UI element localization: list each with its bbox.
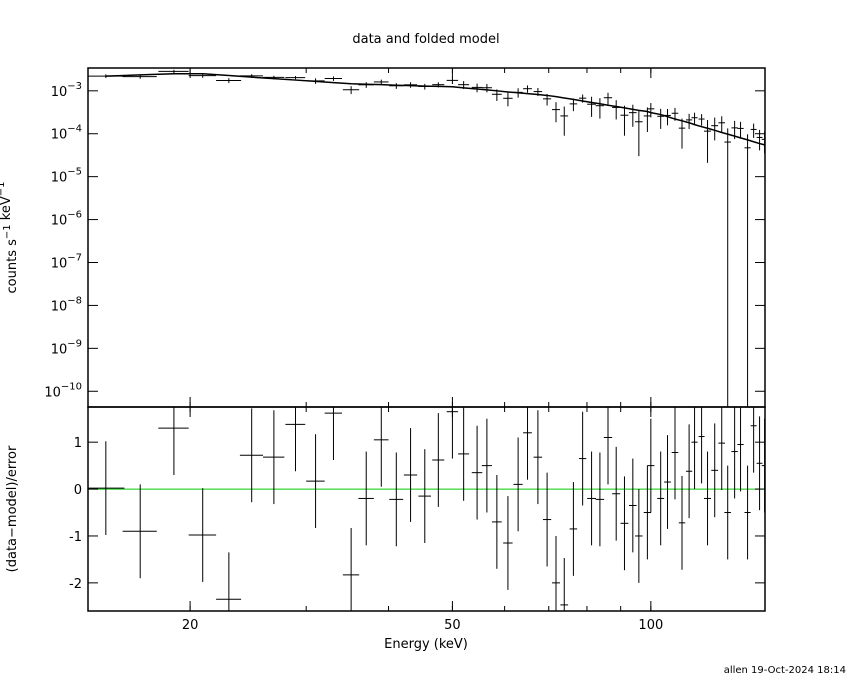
y-axis-label: counts s−1 keV−1	[0, 182, 20, 294]
y-tick-base: 10	[51, 299, 68, 314]
y-tick-exponent: −8	[67, 295, 82, 306]
y-tick-base: 10	[51, 128, 68, 143]
y-tick-exponent: −10	[61, 381, 82, 392]
y-tick-base: 10	[51, 214, 68, 229]
y-tick-label: 10−3	[51, 81, 82, 100]
y-axis-label-sup: −1	[0, 182, 7, 197]
y-tick-label: 0	[74, 483, 82, 498]
y-tick-exponent: −5	[67, 167, 82, 178]
panel-frame	[87, 406, 766, 612]
x-tick-label: 20	[182, 618, 199, 633]
y-axis-label: (data−model)/error	[5, 445, 20, 572]
y-tick-base: 10	[51, 342, 68, 357]
y-tick-label: 10−9	[51, 338, 82, 357]
y-tick-label: 10−6	[51, 210, 82, 229]
y-axis-label-sup: −1	[2, 224, 13, 239]
y-tick-exponent: −9	[67, 338, 82, 349]
y-axis-label-part: counts s	[5, 239, 20, 294]
x-tick-label: 100	[638, 618, 663, 633]
y-axis-label-part: keV	[0, 196, 14, 224]
y-tick-base: 10	[44, 385, 61, 400]
x-axis-label: Energy (keV)	[384, 637, 468, 652]
y-tick-exponent: −4	[67, 124, 82, 135]
y-tick-label: 10−10	[44, 381, 82, 400]
plot-area	[88, 407, 765, 611]
y-tick-exponent: −7	[67, 253, 82, 264]
y-tick-label: -1	[69, 530, 82, 545]
panel-frame	[87, 67, 766, 408]
y-tick-label: 10−8	[51, 295, 82, 314]
x-tick-label: 50	[444, 618, 461, 633]
chart-title: data and folded model	[352, 32, 499, 47]
plot-area	[88, 69, 765, 407]
model-line	[105, 72, 765, 146]
y-tick-base: 10	[51, 85, 68, 100]
y-tick-base: 10	[51, 171, 68, 186]
y-tick-label: 1	[74, 436, 82, 451]
y-tick-label: 10−4	[51, 124, 82, 143]
y-tick-base: 10	[51, 257, 68, 272]
y-tick-exponent: −6	[67, 210, 82, 221]
y-tick-label: 10−7	[51, 253, 82, 272]
y-tick-label: -2	[69, 577, 82, 592]
footer: allen 19-Oct-2024 18:14	[724, 665, 846, 676]
y-tick-exponent: −3	[67, 81, 82, 92]
y-tick-label: 10−5	[51, 167, 82, 186]
